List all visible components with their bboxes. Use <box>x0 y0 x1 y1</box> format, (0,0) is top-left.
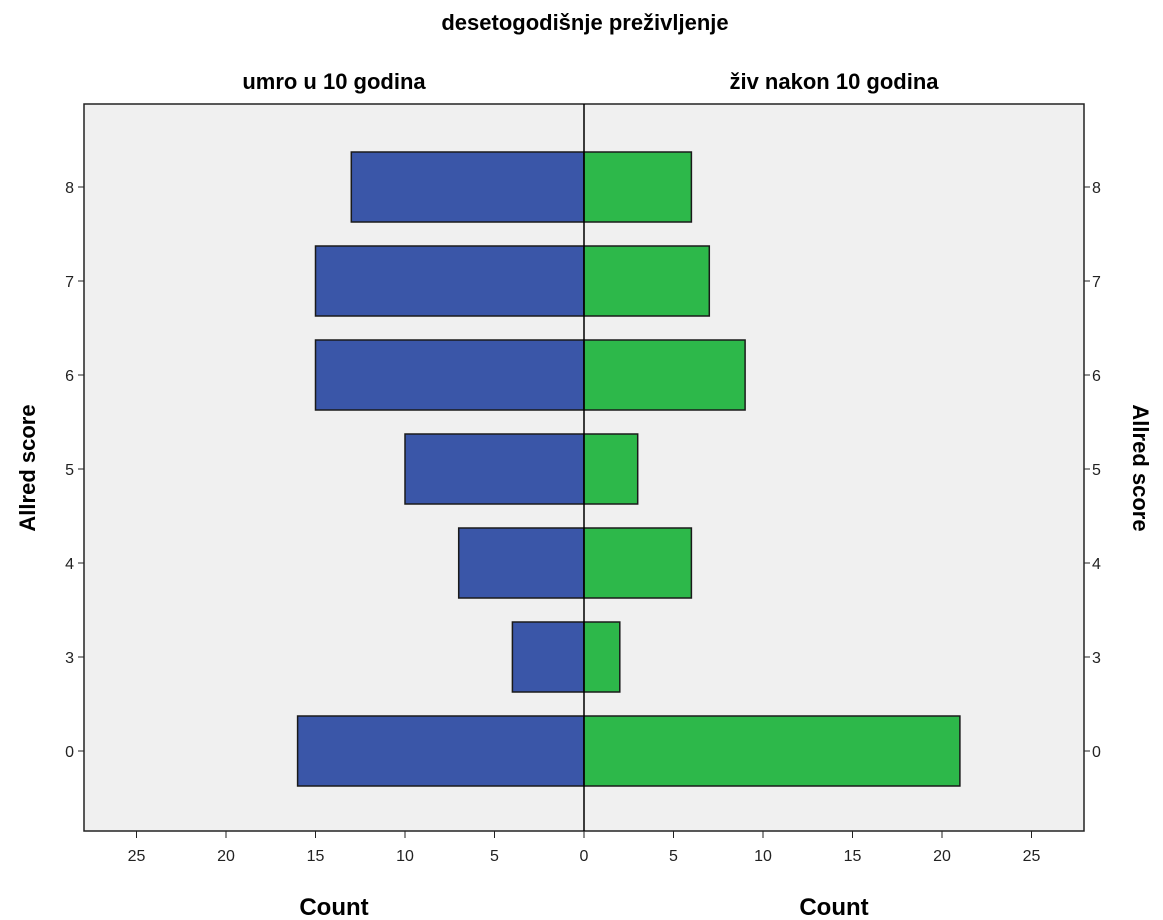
y-axis-label-right: Allred score <box>1128 404 1153 531</box>
bar-left-5 <box>404 433 585 505</box>
bar-left-0 <box>296 715 585 787</box>
bar-right-0 <box>583 715 961 787</box>
y-tick-label-left: 5 <box>65 462 74 479</box>
x-tick-label: 0 <box>580 848 589 865</box>
chart-title: desetogodišnje preživljenje <box>441 10 728 35</box>
right-panel-header: živ nakon 10 godina <box>729 69 939 94</box>
y-tick-label-right: 8 <box>1092 180 1101 197</box>
y-tick-label-left: 0 <box>65 744 74 761</box>
y-tick-label-left: 4 <box>65 556 74 573</box>
bar-right-5 <box>583 433 639 505</box>
y-tick-label-right: 5 <box>1092 462 1101 479</box>
bars-group <box>296 151 961 787</box>
y-tick-label-right: 3 <box>1092 650 1101 667</box>
bar-right-7 <box>583 245 711 317</box>
y-tick-label-right: 0 <box>1092 744 1101 761</box>
bar-left-7 <box>314 245 585 317</box>
x-tick-label: 15 <box>844 848 862 865</box>
bar-right-3 <box>583 621 621 693</box>
y-axis-label-left: Allred score <box>15 404 40 531</box>
y-tick-label-left: 8 <box>65 180 74 197</box>
x-tick-label: 20 <box>933 848 951 865</box>
x-tick-label: 15 <box>307 848 325 865</box>
y-tick-label-right: 4 <box>1092 556 1101 573</box>
y-tick-label-right: 6 <box>1092 368 1101 385</box>
bar-left-8 <box>350 151 585 223</box>
x-ticks-group: 25 20 15 10 5 0 5 10 15 20 25 <box>128 831 1041 865</box>
x-tick-label: 10 <box>754 848 772 865</box>
x-tick-label: 25 <box>128 848 146 865</box>
bar-right-8 <box>583 151 693 223</box>
left-panel-header: umro u 10 godina <box>242 69 426 94</box>
x-axis-label-left: Count <box>299 894 368 920</box>
bar-right-6 <box>583 339 746 411</box>
y-ticks-group: 8 8 7 7 6 6 5 5 4 4 3 3 0 0 <box>65 180 1101 761</box>
y-tick-label-left: 6 <box>65 368 74 385</box>
x-axis-label-right: Count <box>799 894 868 920</box>
x-tick-label: 20 <box>217 848 235 865</box>
bar-left-6 <box>314 339 585 411</box>
x-tick-label: 10 <box>396 848 414 865</box>
y-tick-label-left: 7 <box>65 274 74 291</box>
bar-left-4 <box>457 527 585 599</box>
y-tick-label-right: 7 <box>1092 274 1101 291</box>
bar-right-4 <box>583 527 693 599</box>
bar-left-3 <box>511 621 585 693</box>
x-tick-label: 5 <box>669 848 678 865</box>
y-tick-label-left: 3 <box>65 650 74 667</box>
x-tick-label: 5 <box>490 848 499 865</box>
x-tick-label: 25 <box>1023 848 1041 865</box>
